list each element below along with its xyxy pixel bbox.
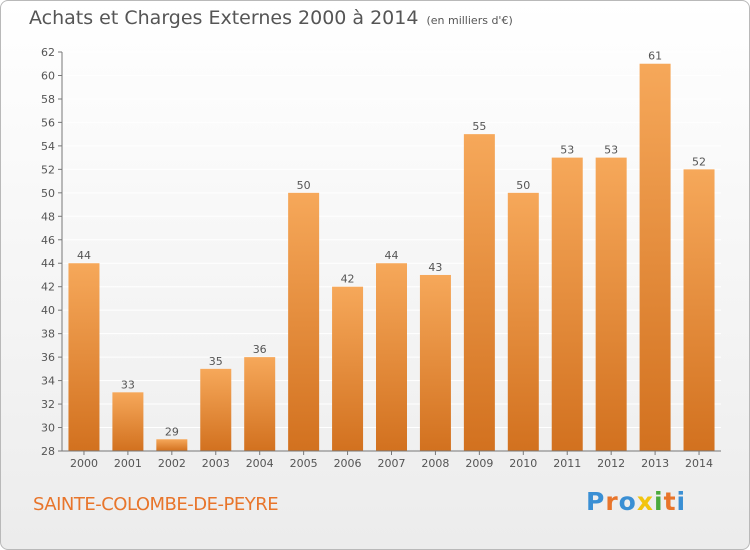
y-tick-label: 58 [41, 93, 55, 106]
logo-letter: i [676, 487, 687, 516]
bar-value-label: 52 [692, 155, 706, 168]
y-tick-label: 34 [41, 375, 55, 388]
bar [156, 439, 188, 451]
x-tick-label: 2003 [202, 457, 230, 470]
x-tick-label: 2002 [158, 457, 186, 470]
y-tick-label: 50 [41, 187, 55, 200]
x-tick-label: 2013 [641, 457, 669, 470]
bar [463, 134, 495, 451]
bar-value-label: 36 [253, 343, 267, 356]
logo-letter: P [586, 487, 606, 516]
x-tick-label: 2001 [114, 457, 142, 470]
y-tick-label: 62 [41, 46, 55, 59]
y-tick-label: 52 [41, 163, 55, 176]
y-tick-label: 30 [41, 422, 55, 435]
x-tick-label: 2008 [421, 457, 449, 470]
bar [244, 357, 276, 451]
bar-value-label: 53 [560, 144, 574, 157]
logo-letter: o [618, 487, 637, 516]
bar [595, 157, 627, 451]
chart-title: Achats et Charges Externes 2000 à 2014 (e… [29, 7, 513, 29]
bar-value-label: 44 [77, 249, 91, 262]
logo-letter: t [663, 487, 677, 516]
y-tick-label: 56 [41, 116, 55, 129]
y-tick-label: 54 [41, 140, 55, 153]
bars: 44 33 29 35 36 50 42 44 43 55 50 53 53 61 52 [68, 50, 715, 452]
x-tick-label: 2006 [334, 457, 362, 470]
x-tick-label: 2005 [290, 457, 318, 470]
x-tick-label: 2014 [685, 457, 713, 470]
axes: 28 30 32 34 36 38 40 42 44 46 48 50 52 54 56 58 60 62 2000… [41, 46, 721, 470]
bar-value-label: 29 [165, 425, 179, 438]
x-tick-label: 2010 [509, 457, 537, 470]
commune-name: SAINTE-COLOMBE-DE-PEYRE [33, 494, 279, 515]
x-tick-label: 2011 [553, 457, 581, 470]
bar [683, 169, 715, 451]
chart-unit: (en milliers d'€) [426, 14, 513, 27]
logo-letter: x [636, 487, 654, 516]
bar-value-label: 35 [209, 355, 223, 368]
logo-letter: r [605, 487, 619, 516]
bar-value-label: 44 [385, 249, 399, 262]
bar [288, 192, 320, 451]
x-tick-label: 2007 [378, 457, 406, 470]
x-tick-label: 2012 [597, 457, 625, 470]
bar-value-label: 61 [648, 50, 662, 63]
y-tick-label: 46 [41, 234, 55, 247]
bar [551, 157, 583, 451]
bar-value-label: 55 [472, 120, 486, 133]
bar-value-label: 53 [604, 144, 618, 157]
y-tick-label: 36 [41, 351, 55, 364]
y-tick-label: 42 [41, 281, 55, 294]
y-tick-label: 28 [41, 445, 55, 458]
bar-value-label: 33 [121, 378, 135, 391]
bar [112, 392, 144, 451]
proxiti-logo: Proxiti [586, 487, 686, 516]
bar [332, 286, 364, 451]
bar-value-label: 50 [516, 179, 530, 192]
bar [419, 274, 451, 451]
y-tick-label: 40 [41, 304, 55, 317]
bar-value-label: 42 [341, 273, 355, 286]
x-tick-label: 2009 [465, 457, 493, 470]
bar [68, 263, 100, 451]
bar [639, 63, 671, 452]
y-tick-label: 60 [41, 69, 55, 82]
y-tick-label: 38 [41, 328, 55, 341]
bar-value-label: 50 [297, 179, 311, 192]
chart-title-text: Achats et Charges Externes 2000 à 2014 [29, 7, 419, 29]
y-tick-label: 44 [41, 257, 55, 270]
bar [200, 368, 232, 451]
y-tick-label: 48 [41, 210, 55, 223]
y-tick-label: 32 [41, 398, 55, 411]
bar [376, 263, 407, 451]
logo-letter: i [654, 487, 664, 516]
bar-value-label: 43 [428, 261, 442, 274]
x-tick-label: 2004 [246, 457, 274, 470]
x-tick-label: 2000 [70, 457, 98, 470]
bar [507, 192, 539, 451]
